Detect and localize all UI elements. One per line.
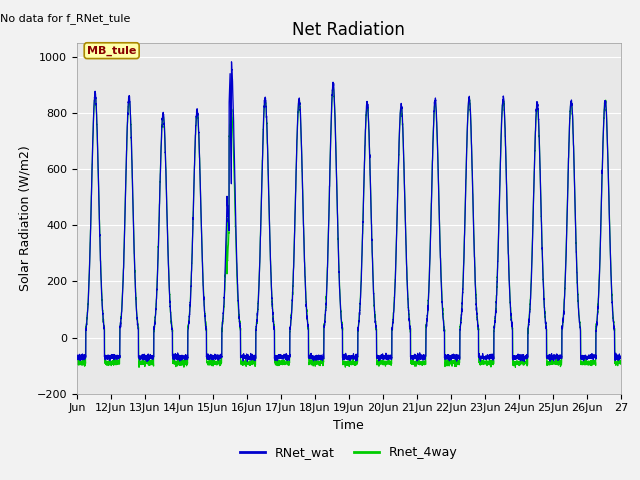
- Rnet_4way: [186, 309, 193, 314]
- Y-axis label: Solar Radiation (W/m2): Solar Radiation (W/m2): [18, 145, 31, 291]
- RNet_wat: [525, 316, 532, 322]
- Line: RNet_wat: RNet_wat: [77, 62, 621, 361]
- Text: MB_tule: MB_tule: [87, 46, 136, 56]
- Title: Net Radiation: Net Radiation: [292, 21, 405, 39]
- X-axis label: Time: Time: [333, 419, 364, 432]
- Rnet_4way: [525, 319, 532, 324]
- Rnet_4way: [73, 362, 81, 368]
- Legend: RNet_wat, Rnet_4way: RNet_wat, Rnet_4way: [235, 442, 463, 465]
- Rnet_4way: [135, 364, 143, 370]
- RNet_wat: [369, 277, 377, 283]
- Rnet_4way: [499, 109, 506, 115]
- Text: No data for f_RNet_tule: No data for f_RNet_tule: [1, 13, 131, 24]
- RNet_wat: [73, 352, 81, 358]
- RNet_wat: [539, 269, 547, 275]
- RNet_wat: [143, 359, 151, 364]
- RNet_wat: [499, 105, 506, 111]
- Rnet_4way: [539, 265, 547, 271]
- Line: Rnet_4way: Rnet_4way: [77, 85, 621, 367]
- Rnet_4way: [398, 111, 406, 117]
- RNet_wat: [398, 114, 406, 120]
- Rnet_4way: [369, 273, 377, 279]
- Rnet_4way: [330, 82, 337, 88]
- Rnet_4way: [617, 358, 625, 364]
- RNet_wat: [617, 355, 625, 360]
- RNet_wat: [186, 312, 193, 317]
- RNet_wat: [228, 59, 236, 65]
